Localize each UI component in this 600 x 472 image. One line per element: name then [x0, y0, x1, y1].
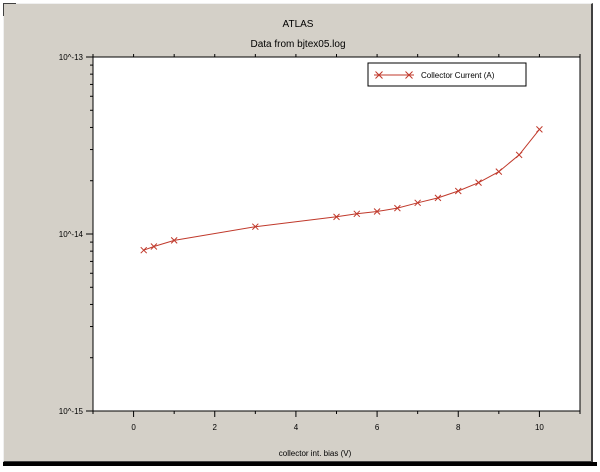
chart-subtitle: Data from bjtex05.log [250, 39, 345, 50]
data-point [495, 168, 503, 176]
x-tick-label: 4 [294, 423, 299, 432]
data-point [353, 210, 361, 218]
x-axis-ticks: 0 2 4 6 8 10 [92, 54, 581, 432]
y-tick-label: 10^-13 [59, 53, 84, 62]
legend-box [367, 62, 527, 87]
data-point [394, 204, 401, 212]
data-point [373, 208, 381, 215]
legend: Collector Current (A) [367, 62, 527, 87]
window-corner-mark [3, 3, 16, 16]
legend-marker [375, 71, 383, 79]
data-point [150, 243, 158, 250]
series-layer [140, 126, 543, 254]
data-point [140, 246, 148, 254]
legend-entry-label: Collector Current (A) [421, 71, 495, 80]
data-point [251, 223, 259, 231]
x-tick-label: 6 [375, 423, 380, 432]
data-point [475, 179, 482, 187]
legend-marker-samples [375, 71, 413, 79]
x-tick-label: 8 [456, 423, 461, 432]
data-point [414, 199, 422, 207]
y-axis-ticks: 10^-13 10^-14 10^-15 [59, 53, 93, 416]
data-point [434, 194, 442, 202]
chart-title: ATLAS [283, 19, 314, 30]
window-bottom-edge [3, 462, 597, 466]
x-tick-label: 2 [213, 423, 218, 432]
x-tick-label: 10 [535, 423, 544, 432]
y-tick-label: 10^-14 [59, 230, 84, 239]
x-axis-label: collector int. bias (V) [279, 449, 352, 458]
data-point [333, 213, 340, 221]
data-point [454, 187, 462, 195]
x-tick-label: 0 [131, 423, 136, 432]
data-point [515, 151, 523, 159]
y-tick-label: 10^-15 [59, 407, 84, 416]
data-point [536, 126, 543, 133]
legend-marker [405, 71, 413, 79]
data-point [170, 237, 178, 244]
plot-area [92, 56, 581, 412]
